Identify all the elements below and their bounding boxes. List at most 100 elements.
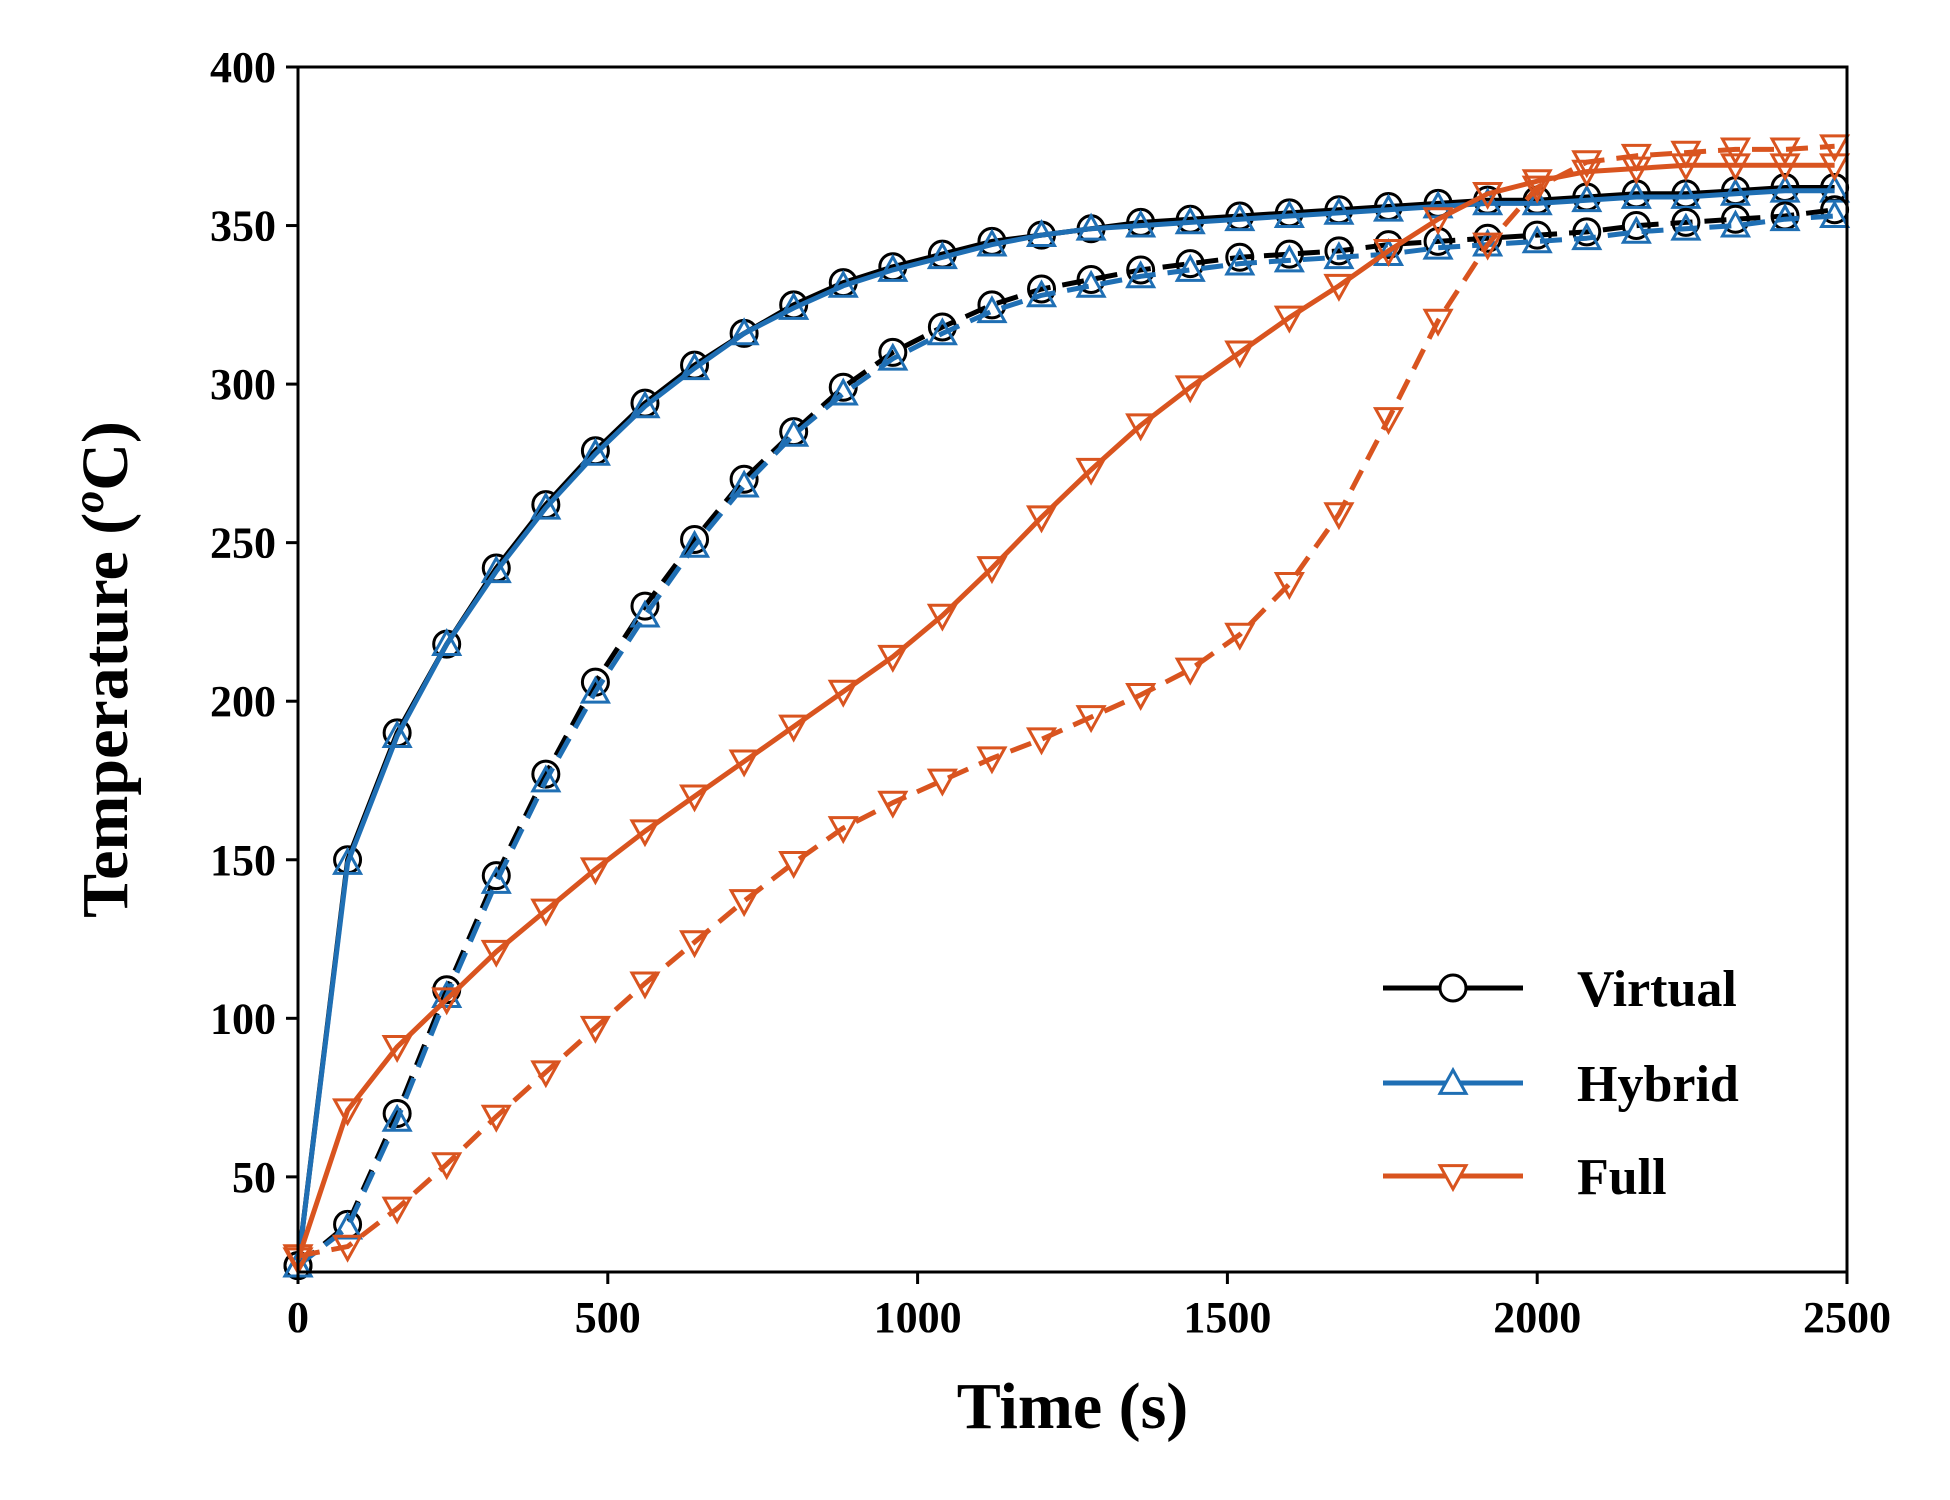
series-line: [296, 207, 1835, 1268]
data-point: [1323, 502, 1355, 531]
data-point: [629, 599, 661, 628]
data-point: [1670, 180, 1702, 209]
data-point: [1324, 236, 1354, 266]
y-tick-label: 100: [210, 994, 276, 1043]
series-hybrid-dashed: [282, 199, 1851, 1278]
data-point: [1225, 242, 1255, 272]
data-point: [1273, 199, 1305, 228]
data-point: [1670, 212, 1702, 241]
data-point: [827, 679, 859, 708]
plot-frame: [296, 65, 1849, 1274]
ticks-layer: 0 500 1000 1500 2000 2500 50 100 150 200 250 300 350…: [210, 43, 1891, 1342]
data-point: [1027, 274, 1057, 304]
data-point: [1125, 682, 1157, 711]
data-point: [729, 464, 759, 494]
data-point: [629, 819, 661, 848]
y-tick-label: 250: [210, 519, 276, 568]
x-tick-label: 0: [287, 1293, 309, 1342]
data-point: [976, 746, 1008, 775]
data-point: [332, 846, 364, 875]
data-point: [1620, 143, 1652, 172]
data-point: [1422, 231, 1454, 260]
data-point: [1571, 150, 1603, 179]
legend-marker-full: [1437, 1164, 1469, 1193]
data-point: [678, 784, 711, 813]
series-layer: [282, 134, 1851, 1281]
series-line: [297, 143, 1835, 1259]
data-point: [579, 437, 611, 466]
data-point: [827, 816, 859, 845]
data-point: [1126, 255, 1156, 285]
series-virtual-dashed: [283, 195, 1850, 1281]
data-point: [1224, 622, 1256, 651]
y-axis-title-main: Temperature (: [69, 513, 142, 918]
data-point: [629, 390, 661, 419]
data-point: [1075, 705, 1107, 734]
data-point: [1522, 220, 1552, 250]
series-full-solid: [282, 153, 1851, 1276]
legend-entry-hybrid: Hybrid: [1383, 1056, 1739, 1113]
data-point: [1571, 222, 1603, 251]
data-point: [1323, 241, 1355, 270]
data-point: [431, 987, 463, 1016]
data-point: [530, 764, 562, 793]
y-tick-label: 200: [210, 677, 276, 726]
data-point: [678, 529, 711, 558]
data-point: [381, 1103, 413, 1132]
data-point: [728, 469, 760, 498]
data-point: [1473, 223, 1503, 253]
data-point: [1125, 209, 1157, 238]
data-point: [1174, 206, 1206, 235]
data-point: [579, 1015, 611, 1044]
data-point: [480, 865, 512, 894]
legend: Virtual Hybrid Full: [1383, 961, 1739, 1206]
data-point: [1025, 279, 1058, 308]
data-point: [1719, 209, 1752, 238]
data-point: [1819, 134, 1851, 163]
data-point: [629, 971, 661, 1000]
data-point: [778, 418, 810, 447]
data-point: [1719, 177, 1752, 206]
data-point: [1224, 247, 1256, 276]
data-point: [827, 377, 859, 406]
data-point: [926, 768, 958, 797]
data-point: [678, 930, 711, 959]
data-point: [877, 790, 909, 819]
data-point: [1620, 180, 1652, 209]
data-point: [1472, 232, 1504, 261]
y-tick-label: 400: [210, 43, 276, 92]
data-point: [1174, 375, 1206, 404]
x-tick-label: 2500: [1803, 1293, 1891, 1342]
data-point: [1571, 184, 1603, 213]
data-point: [1075, 212, 1107, 241]
data-point: [1620, 215, 1652, 244]
data-point: [1323, 196, 1355, 225]
y-axis-title-end: C): [69, 421, 142, 491]
data-point: [1521, 169, 1553, 198]
data-point: [926, 603, 958, 632]
data-point: [381, 1196, 413, 1225]
data-point: [778, 851, 810, 880]
data-point: [1423, 226, 1453, 256]
data-point: [1819, 153, 1851, 182]
data-point: [1472, 187, 1504, 216]
data-point: [1572, 217, 1602, 247]
data-point: [728, 749, 760, 778]
data-point: [579, 675, 611, 704]
data-point: [877, 644, 909, 673]
data-point: [976, 295, 1008, 324]
legend-label-hybrid: Hybrid: [1577, 1056, 1739, 1113]
data-point: [926, 317, 958, 346]
data-point: [381, 1034, 413, 1063]
data-point: [976, 228, 1008, 257]
data-point: [1769, 153, 1801, 182]
data-point: [579, 857, 611, 886]
data-point: [1025, 727, 1058, 756]
data-point: [1719, 137, 1752, 166]
data-point: [877, 253, 909, 282]
legend-entry-virtual: Virtual: [1383, 961, 1737, 1018]
data-point: [1076, 264, 1106, 294]
x-tick-label: 500: [575, 1293, 641, 1342]
data-point: [1372, 407, 1405, 436]
